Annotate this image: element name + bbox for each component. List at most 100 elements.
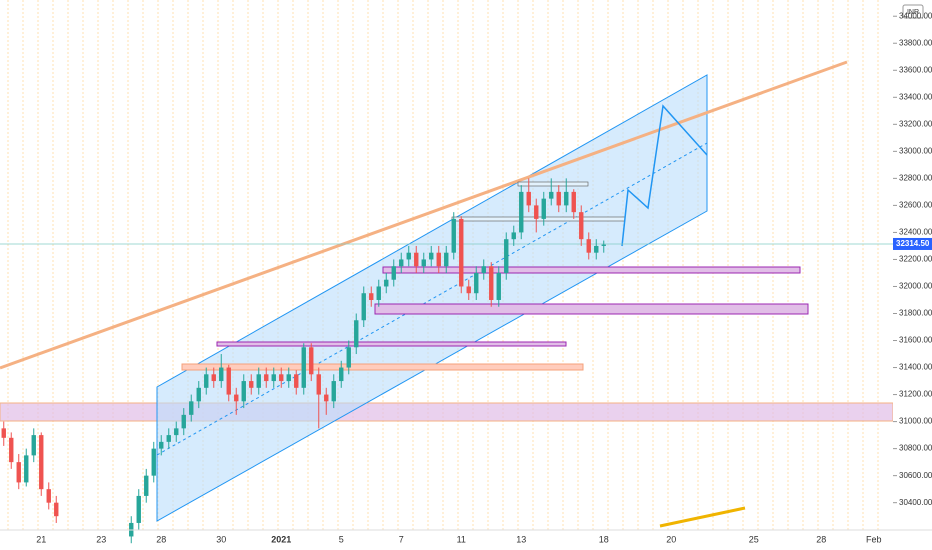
candle-body [496,272,501,300]
candle-body [369,293,374,300]
candle-body [256,374,261,388]
candle-body [144,475,149,496]
candle-body [429,252,434,260]
candle-body [474,272,479,294]
y-tick-label: 32800.00 [899,173,932,182]
candle-body [459,218,464,287]
candle-body [39,435,44,490]
candle-body [406,252,411,260]
candle-body [211,374,216,382]
candle-body [376,286,381,300]
candle-body [489,266,494,300]
candle-body [181,414,186,429]
x-tick-label: 7 [399,534,404,544]
candle-body [31,435,36,456]
candle-body [564,191,569,206]
candle-body [174,428,179,436]
candle-body [196,387,201,402]
projection [621,104,708,247]
y-tick-label: 33800.00 [899,38,932,47]
y-tick-label: 34000.00 [899,11,932,20]
candle-body [136,495,141,523]
candle-body [271,374,276,382]
x-tick-label: Feb [866,534,882,544]
candle-body [556,191,561,206]
zone-box [517,181,589,187]
x-tick-label: 5 [339,534,344,544]
candle-body [511,232,516,240]
currency: INR [907,9,919,16]
y-tick-label: 32000.00 [899,282,932,291]
candle-body [151,448,156,476]
zone-box [451,216,626,222]
y-tick-label: 31600.00 [899,336,932,345]
candle-body [16,462,21,483]
candle-body [301,347,306,388]
zone-box [216,341,567,347]
x-tick-label: 28 [816,534,826,544]
candle-body [324,394,329,402]
candle-body [316,374,321,395]
candle-body [249,381,254,388]
candle-body [1,428,6,438]
candle-body [361,293,366,321]
candle-body [234,394,239,402]
x-tick-label: 21 [36,534,46,544]
candle-body [541,198,546,219]
candle-body [226,367,231,395]
candle-body [436,252,441,267]
candle-body [384,279,389,287]
candle-body [594,245,599,253]
x-tick-label: 30 [216,534,226,544]
candle-body [451,218,456,253]
last-price-label: 32314.50 [896,239,930,248]
y-tick-label: 31000.00 [899,417,932,426]
candle-body [24,455,29,483]
candle-body [189,401,194,415]
x-tick-label: 23 [96,534,106,544]
y-tick-label: 33600.00 [899,65,932,74]
candle-body [346,347,351,368]
y-tick-label: 31200.00 [899,390,932,399]
candle-body [166,435,171,442]
candle-body [444,252,449,267]
candle-body [279,374,284,382]
x-tick-label: 18 [599,534,609,544]
candle-body [9,437,14,463]
candle-body [399,259,404,267]
candle-body [241,381,246,402]
y-tick-label: 30800.00 [899,444,932,453]
candle-body [159,441,164,449]
yellow-line [659,506,746,528]
candle-body [579,212,584,240]
candles [0,178,893,544]
candle-body [601,244,606,246]
zone-box [374,303,809,315]
trend-line [0,60,848,370]
candle-body [219,367,224,382]
x-tick-label: 11 [457,534,466,544]
candle-body [331,381,336,402]
currency-box [902,4,924,19]
candle-body [294,374,299,388]
y-tick-label: 32200.00 [899,255,932,264]
zone-box [382,266,801,274]
y-tick-label: 30600.00 [899,471,932,480]
candle-body [309,347,314,375]
candle-body [571,191,576,213]
candle-body [204,374,209,388]
y-tick-label: 32600.00 [899,201,932,210]
last-price-box [893,237,932,250]
candle-body [414,252,419,267]
candle-body [354,320,359,348]
candle-body [504,239,509,273]
zone-band [0,402,894,422]
candle-body [549,191,554,199]
y-tick-label: 30400.00 [899,498,932,507]
candle-body [391,266,396,280]
y-tick-label: 31800.00 [899,309,932,318]
candle-body [519,191,524,233]
candle-body [481,266,486,273]
y-tick-label: 33400.00 [899,92,932,101]
